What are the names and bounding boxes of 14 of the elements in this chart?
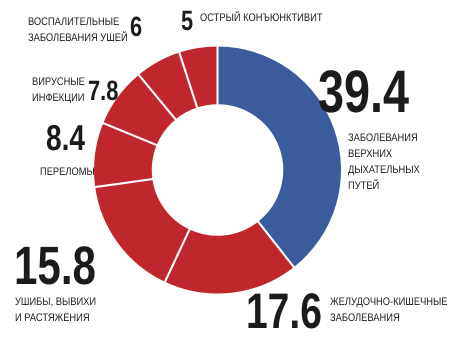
slice-label: ВИРУСНЫЕ ИНФЕКЦИИ bbox=[32, 76, 86, 104]
slice-label: УШИБЫ, ВЫВИХИ И РАСТЯЖЕНИЯ bbox=[15, 296, 96, 324]
data-label: 15.8 bbox=[14, 236, 96, 296]
slice-label: ВОСПАЛИТЕЛЬНЫЕ ЗАБОЛЕВАНИЯ УШЕЙ bbox=[28, 16, 128, 44]
data-label: 6 bbox=[130, 11, 142, 43]
slice-label: ОСТРЫЙ КОНЪЮНКТИВИТ bbox=[200, 10, 323, 24]
slice-label: ПЕРЕЛОМЫ bbox=[40, 166, 95, 178]
data-label: 5 bbox=[181, 5, 194, 37]
data-label: 8.4 bbox=[46, 118, 86, 158]
slice-label: ЖЕЛУДОЧНО-КИШЕЧНЫЕ ЗАБОЛЕВАНИЯ bbox=[330, 296, 448, 324]
slice-label: ЗАБОЛЕВАНИЯ ВЕРХНИХ ДЫХАТЕЛЬНЫХ ПУТЕЙ bbox=[348, 132, 420, 192]
data-label: 7.8 bbox=[88, 75, 118, 107]
data-label: 17.6 bbox=[246, 282, 322, 340]
data-label: 39.4 bbox=[318, 58, 410, 126]
